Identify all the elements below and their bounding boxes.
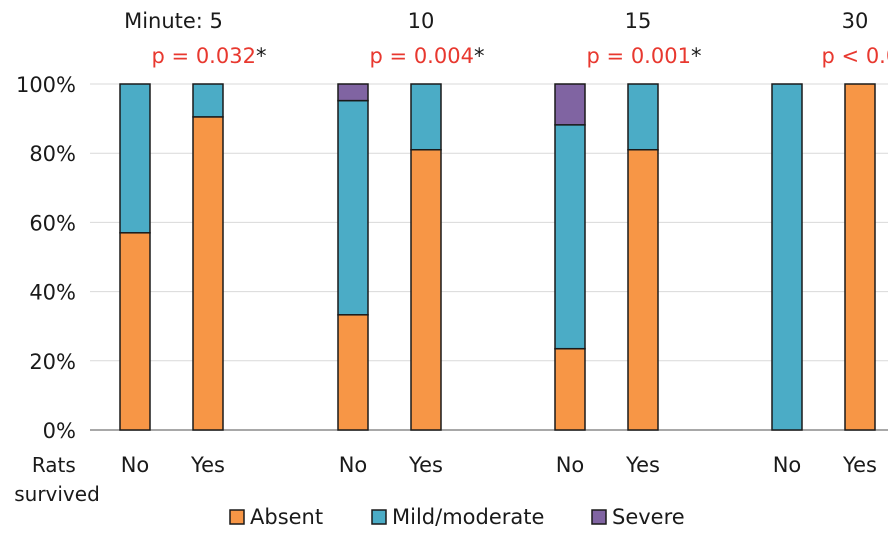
group-headers: Minute: 5p = 0.032*10p = 0.004*15p = 0.0… xyxy=(124,9,888,68)
y-axis-ticks: 0% 20% 40% 60% 80% 100% xyxy=(16,73,76,443)
legend-swatch xyxy=(229,509,245,525)
x-axis-title: Rats survived xyxy=(14,453,100,506)
bar-segment-absent xyxy=(844,83,876,431)
legend-item: Absent xyxy=(229,505,323,529)
bar-segment-severe xyxy=(554,83,586,126)
category-label: No xyxy=(556,453,585,477)
group-label: 30 xyxy=(842,9,869,33)
category-label: Yes xyxy=(625,453,660,477)
category-labels: No Yes No Yes No Yes No Yes xyxy=(121,453,877,477)
y-tick-label: 0% xyxy=(43,419,76,443)
p-value-text: p = 0.032 xyxy=(152,44,256,68)
bar-segment-mild-moderate xyxy=(627,83,659,151)
y-tick-label: 20% xyxy=(29,350,76,374)
bar-segment-absent xyxy=(192,116,224,431)
group-label: 15 xyxy=(625,9,652,33)
bar-segment-absent xyxy=(337,314,369,431)
bars xyxy=(119,83,876,431)
category-label: Yes xyxy=(408,453,443,477)
bar-segment-mild-moderate xyxy=(771,83,803,431)
bar-segment-mild-moderate xyxy=(192,83,224,118)
category-label: Yes xyxy=(190,453,225,477)
group-label: Minute: 5 xyxy=(124,9,223,33)
category-label: No xyxy=(773,453,802,477)
category-label: No xyxy=(339,453,368,477)
category-label: No xyxy=(121,453,150,477)
legend: Absent Mild/moderate Severe xyxy=(229,505,685,529)
significance-mark: * xyxy=(474,44,485,68)
bar-segment-mild-moderate xyxy=(554,124,586,350)
legend-item: Severe xyxy=(591,505,685,529)
legend-item: Mild/moderate xyxy=(371,505,544,529)
y-tick-label: 100% xyxy=(16,73,76,97)
bar-segment-absent xyxy=(119,232,151,431)
bar-segment-severe xyxy=(337,83,369,102)
p-value-text: p = 0.001 xyxy=(587,44,691,68)
p-value-label: p = 0.032* xyxy=(152,44,267,68)
y-tick-label: 80% xyxy=(29,142,76,166)
bar-segment-mild-moderate xyxy=(337,99,369,316)
legend-swatch xyxy=(371,509,387,525)
bar-segment-absent xyxy=(410,148,442,431)
legend-label: Absent xyxy=(250,505,323,529)
p-value-text: p < 0.001 xyxy=(822,44,888,68)
p-value-label: p < 0.001* xyxy=(822,44,888,68)
y-tick-label: 40% xyxy=(29,281,76,305)
group-label: 10 xyxy=(408,9,435,33)
bar-segment-absent xyxy=(554,347,586,431)
legend-label: Mild/moderate xyxy=(392,505,544,529)
significance-mark: * xyxy=(256,44,267,68)
legend-label: Severe xyxy=(612,505,685,529)
p-value-label: p = 0.001* xyxy=(587,44,702,68)
bar-segment-absent xyxy=(627,148,659,431)
y-tick-label: 60% xyxy=(29,211,76,235)
bar-segment-mild-moderate xyxy=(119,83,151,234)
p-value-label: p = 0.004* xyxy=(370,44,485,68)
category-label: Yes xyxy=(842,453,877,477)
bar-segment-mild-moderate xyxy=(410,83,442,151)
significance-mark: * xyxy=(691,44,702,68)
legend-swatch xyxy=(591,509,607,525)
p-value-text: p = 0.004 xyxy=(370,44,474,68)
